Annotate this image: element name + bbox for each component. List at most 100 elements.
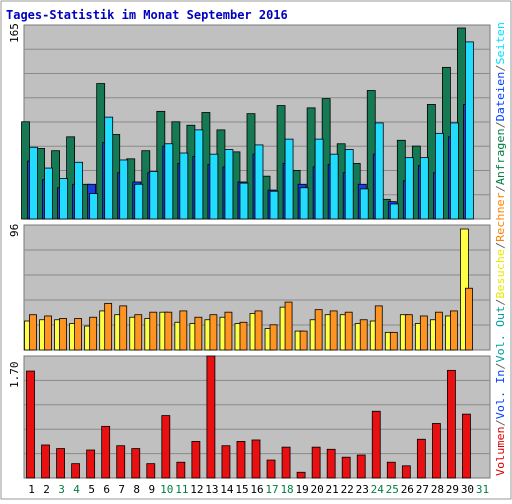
legend-item: /: [494, 242, 507, 249]
bar-rechner-day-25: [389, 331, 398, 351]
bar-seiten-day-13: [209, 153, 219, 220]
legend-item: /: [494, 65, 507, 72]
day-label: 11: [175, 483, 188, 496]
legend-item: Seiten: [494, 22, 507, 65]
bar-volumen-day-3: [56, 448, 65, 479]
day-label: 26: [401, 483, 414, 496]
bar-volumen-day-18: [281, 446, 291, 479]
bar-volumen-day-8: [131, 448, 141, 479]
bar-rechner-day-30: [465, 287, 473, 351]
bar-seiten-day-16: [254, 144, 264, 220]
panel-1: 165: [8, 23, 491, 220]
y-max-label: 165: [8, 23, 21, 43]
bar-seiten-day-29: [450, 122, 459, 220]
bar-seiten-day-5: [89, 193, 99, 220]
bar-volumen-day-15: [236, 440, 246, 479]
day-label: 2: [43, 483, 50, 496]
bar-seiten-day-9: [149, 171, 159, 220]
bar-volumen-day-26: [401, 465, 411, 479]
bar-volumen-day-10: [161, 415, 171, 479]
legend-item: Vol. Out: [494, 306, 507, 363]
panel-3: 1.70: [8, 355, 491, 479]
bar-rechner-day-6: [104, 302, 113, 351]
bar-volumen-day-19: [296, 471, 306, 479]
day-label: 9: [148, 483, 155, 496]
bar-rechner-day-7: [119, 305, 128, 351]
bar-rechner-day-22: [344, 311, 353, 351]
y-max-label: 96: [8, 224, 21, 237]
bar-rechner-day-29: [450, 310, 458, 351]
bar-rechner-day-10: [164, 311, 173, 351]
legend-item: /: [494, 185, 507, 192]
day-label: 14: [220, 483, 234, 496]
bar-volumen-day-28: [431, 423, 441, 479]
bar-rechner-day-9: [149, 311, 158, 351]
bar-volumen-day-11: [176, 461, 186, 479]
day-label: 3: [58, 483, 65, 496]
bar-volumen-day-1: [26, 370, 35, 479]
bar-volumen-day-22: [341, 456, 351, 479]
bar-volumen-day-12: [191, 440, 201, 479]
bar-seiten-day-11: [179, 152, 189, 220]
bar-volumen-day-9: [146, 463, 156, 479]
bar-rechner-day-18: [284, 301, 293, 351]
day-label: 7: [118, 483, 125, 496]
day-label: 4: [73, 483, 80, 496]
bar-rechner-day-5: [89, 316, 98, 351]
day-label: 31: [476, 483, 489, 496]
day-label: 25: [386, 483, 399, 496]
bar-seiten-day-19: [299, 187, 309, 220]
bar-volumen-day-24: [371, 410, 381, 479]
day-label: 28: [431, 483, 444, 496]
panel-2: 96: [8, 224, 491, 351]
bar-rechner-day-14: [224, 311, 233, 351]
bar-seiten-day-10: [164, 143, 174, 220]
legend-item: /: [494, 363, 507, 370]
day-label: 10: [160, 483, 173, 496]
bar-seiten-day-30: [465, 41, 474, 220]
bar-rechner-day-2: [44, 315, 52, 351]
bar-volumen-day-30: [462, 413, 471, 479]
legend-item: Volumen: [494, 426, 507, 476]
bar-rechner-day-20: [314, 309, 323, 351]
bar-seiten-day-27: [419, 157, 429, 220]
day-label: 16: [250, 483, 263, 496]
bar-volumen-day-17: [266, 459, 276, 479]
day-label: 6: [103, 483, 110, 496]
bar-rechner-day-19: [299, 330, 308, 351]
bar-volumen-day-4: [71, 463, 81, 479]
day-label: 24: [371, 483, 385, 496]
bar-volumen-day-14: [221, 445, 231, 479]
bar-seiten-day-2: [44, 167, 53, 220]
bar-volumen-day-25: [386, 461, 396, 479]
day-label: 18: [280, 483, 293, 496]
day-label: 27: [416, 483, 429, 496]
bar-seiten-day-22: [344, 149, 354, 220]
bar-seiten-day-4: [74, 161, 84, 220]
bar-rechner-day-1: [29, 314, 37, 351]
bar-volumen-day-21: [326, 448, 336, 479]
bar-seiten-day-23: [359, 188, 369, 220]
bar-volumen-day-6: [101, 425, 111, 479]
day-label: 13: [205, 483, 218, 496]
bar-volumen-day-20: [311, 446, 321, 479]
bar-rechner-day-12: [194, 316, 203, 351]
legend-item: Rechner: [494, 192, 507, 242]
day-label: 1: [28, 483, 35, 496]
bar-rechner-day-23: [359, 319, 368, 351]
bar-rechner-day-17: [269, 324, 278, 351]
day-label: 22: [341, 483, 354, 496]
bar-seiten-day-3: [59, 178, 68, 220]
bar-seiten-day-1: [29, 146, 38, 220]
bar-rechner-day-21: [329, 310, 338, 351]
day-label: 29: [446, 483, 459, 496]
legend-item: /: [494, 121, 507, 128]
day-label: 12: [190, 483, 203, 496]
day-label: 8: [133, 483, 140, 496]
bar-seiten-day-21: [329, 153, 339, 220]
legend-item: Besuche: [494, 249, 507, 299]
bar-rechner-day-28: [434, 311, 443, 351]
bar-seiten-day-7: [119, 159, 129, 220]
y-max-label: 1.70: [8, 362, 21, 389]
